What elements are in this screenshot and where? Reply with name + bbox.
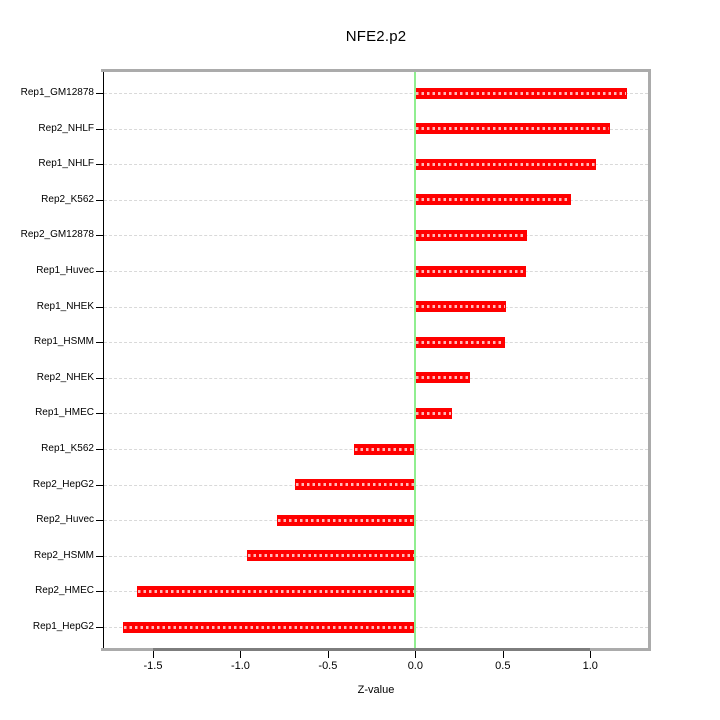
y-tick <box>96 271 103 272</box>
y-tick <box>96 555 103 557</box>
x-axis-line <box>152 648 591 651</box>
y-axis-label: Rep2_HSMM <box>33 549 94 561</box>
chart-title: NFE2.p2 <box>345 28 407 45</box>
grid-line <box>104 413 648 415</box>
bar <box>247 550 416 562</box>
bar <box>415 123 610 135</box>
bar-dash-pattern <box>416 411 452 415</box>
y-axis-label: Rep2_HMEC <box>35 585 94 597</box>
x-tick-label: 0.5 <box>495 660 511 672</box>
grid-line <box>104 199 648 201</box>
bar <box>415 301 507 313</box>
plot-border-right <box>648 69 651 651</box>
bar-dash-pattern <box>248 554 415 558</box>
bar-dash-pattern <box>295 483 415 487</box>
y-axis-label: Rep1_HMEC <box>35 407 94 419</box>
y-tick <box>96 520 103 522</box>
y-axis-label: Rep1_HepG2 <box>32 621 94 632</box>
y-tick <box>96 93 103 94</box>
grid-line <box>104 271 648 272</box>
y-axis-label: Rep2_NHEK <box>36 371 94 383</box>
y-axis-label: Rep1_Huvec <box>36 265 94 276</box>
x-tick-label: -1.5 <box>143 660 163 672</box>
plot-area <box>104 72 648 648</box>
y-axis-label: Rep1_GM12878 <box>20 87 94 98</box>
y-tick <box>96 306 103 308</box>
y-tick <box>96 235 103 237</box>
y-tick <box>96 377 103 379</box>
bar-dash-pattern <box>355 447 415 451</box>
bar-dash-pattern <box>416 305 506 309</box>
x-tick <box>590 651 591 658</box>
zero-reference-line <box>414 72 417 648</box>
y-tick <box>96 591 103 593</box>
bar-dash-pattern <box>124 625 415 629</box>
bar <box>415 158 596 170</box>
y-axis-label: Rep2_NHLF <box>38 122 94 134</box>
y-axis-line <box>103 72 104 648</box>
grid-line <box>104 235 648 237</box>
grid-line <box>104 93 648 94</box>
y-tick <box>96 413 103 415</box>
bar <box>415 87 627 99</box>
x-axis-title: Z-value <box>357 684 395 696</box>
grid-line <box>104 377 648 379</box>
y-axis-label: Rep1_K562 <box>41 443 94 454</box>
bar-dash-pattern <box>416 340 504 344</box>
plot-border-top <box>101 69 651 72</box>
y-axis-label: Rep2_GM12878 <box>20 229 94 241</box>
bar <box>294 479 416 491</box>
bar-dash-pattern <box>138 589 415 593</box>
bar <box>415 407 453 419</box>
bar <box>354 443 416 455</box>
x-tick-label: 0.0 <box>407 660 423 672</box>
bar-dash-pattern <box>416 198 571 202</box>
grid-line <box>104 306 648 308</box>
y-axis-label: Rep2_HepG2 <box>32 478 94 490</box>
x-tick-label: -0.5 <box>318 660 338 672</box>
bar-dash-pattern <box>416 376 469 380</box>
x-tick-label: 1.0 <box>582 660 598 672</box>
y-axis-label: Rep1_HSMM <box>33 336 94 348</box>
bar <box>415 265 526 277</box>
y-axis-label: Rep1_NHLF <box>38 158 94 170</box>
bar <box>123 621 416 633</box>
y-tick <box>96 449 103 450</box>
bar-dash-pattern <box>416 127 609 131</box>
y-axis-label: Rep2_Huvec <box>36 514 94 526</box>
x-tick <box>503 651 504 658</box>
grid-line <box>104 342 648 344</box>
bar <box>415 372 470 384</box>
y-tick <box>96 128 103 130</box>
grid-line <box>104 128 648 130</box>
bar-dash-pattern <box>416 233 527 237</box>
x-tick <box>415 651 416 658</box>
bar <box>415 229 528 241</box>
bar <box>415 194 572 206</box>
grid-line <box>104 164 648 166</box>
bar-dash-pattern <box>278 518 415 522</box>
bar-dash-pattern <box>416 269 525 273</box>
y-axis-label: Rep2_K562 <box>41 193 94 205</box>
x-tick <box>153 651 154 658</box>
y-tick <box>96 484 103 486</box>
bar-dash-pattern <box>416 162 595 166</box>
bar-dash-pattern <box>416 91 626 95</box>
bar <box>137 585 416 597</box>
y-tick <box>96 164 103 166</box>
y-tick <box>96 627 103 628</box>
y-tick <box>96 342 103 344</box>
bar <box>415 336 505 348</box>
bar <box>277 514 416 526</box>
y-axis-label: Rep1_NHEK <box>36 300 94 312</box>
x-tick <box>328 651 329 658</box>
y-tick <box>96 199 103 201</box>
x-tick <box>240 651 241 658</box>
x-tick-label: -1.0 <box>230 660 250 672</box>
